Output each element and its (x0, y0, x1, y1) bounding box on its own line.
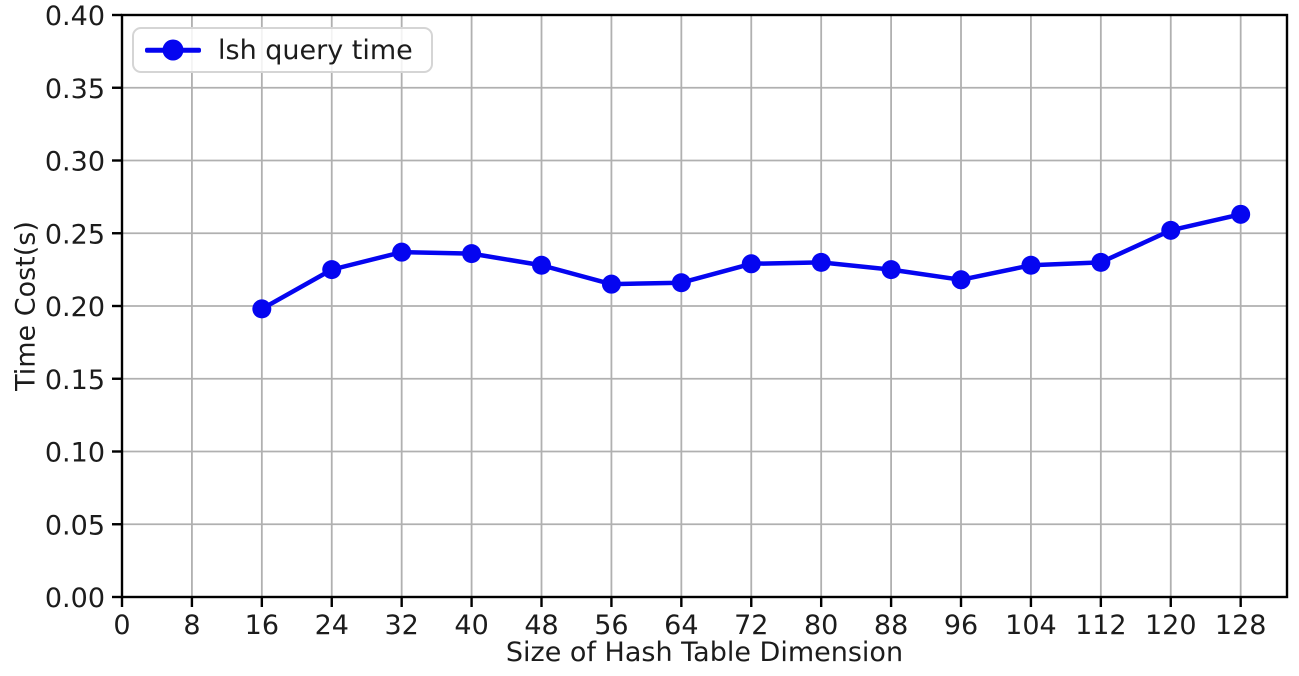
x-axis-title: Size of Hash Table Dimension (505, 637, 904, 668)
y-tick-label: 0.10 (45, 438, 105, 469)
x-tick-label: 112 (1075, 610, 1127, 641)
x-tick-label: 24 (315, 610, 349, 641)
data-point-marker (601, 274, 621, 294)
x-tick-label: 16 (245, 610, 279, 641)
x-tick-label: 56 (594, 610, 628, 641)
y-tick-label: 0.20 (45, 292, 105, 323)
data-point-marker (1021, 255, 1041, 275)
x-tick-label: 64 (664, 610, 698, 641)
x-tick-label: 8 (183, 610, 200, 641)
x-tick-label: 0 (113, 610, 130, 641)
data-point-marker (811, 252, 831, 272)
data-point-marker (741, 254, 761, 274)
y-tick-label: 0.25 (45, 219, 105, 250)
x-tick-label: 104 (1005, 610, 1057, 641)
data-point-marker (322, 260, 342, 280)
x-tick-label: 96 (944, 610, 978, 641)
legend-line-marker-sample (145, 39, 201, 61)
y-tick-label: 0.15 (45, 365, 105, 396)
legend-label: lsh query time (218, 34, 413, 66)
data-point-marker (671, 273, 691, 293)
y-tick-label: 0.40 (45, 1, 105, 32)
x-tick-label: 120 (1145, 610, 1197, 641)
data-point-marker (532, 255, 552, 275)
y-axis-title: Time Cost(s) (10, 221, 42, 391)
data-point-marker (392, 242, 412, 262)
x-tick-label: 32 (384, 610, 418, 641)
data-point-marker (1161, 220, 1181, 240)
x-tick-label: 88 (874, 610, 908, 641)
data-point-marker (252, 299, 272, 319)
x-tick-label: 80 (804, 610, 838, 641)
data-point-marker (1091, 252, 1111, 272)
data-point-marker (462, 244, 482, 264)
data-point-marker (881, 260, 901, 280)
legend: lsh query time (132, 27, 433, 73)
x-tick-label: 48 (524, 610, 558, 641)
y-tick-label: 0.35 (45, 74, 105, 105)
y-tick-label: 0.00 (45, 583, 105, 614)
x-tick-label: 72 (734, 610, 768, 641)
x-tick-label: 128 (1215, 610, 1267, 641)
y-tick-label: 0.30 (45, 147, 105, 178)
data-point-marker (951, 270, 971, 290)
x-tick-label: 40 (454, 610, 488, 641)
legend-marker-icon (162, 39, 184, 61)
y-tick-label: 0.05 (45, 510, 105, 541)
data-point-marker (1231, 204, 1251, 224)
